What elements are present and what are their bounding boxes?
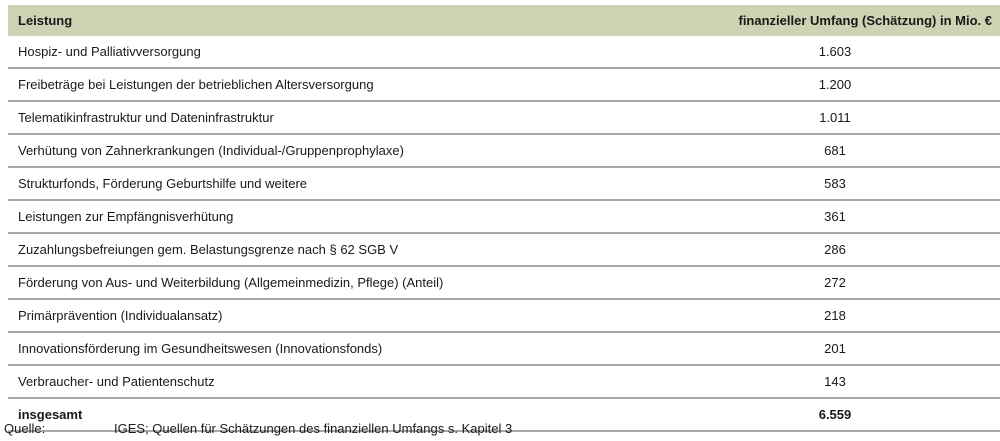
row-label: Strukturfonds, Förderung Geburtshilfe un…: [8, 167, 610, 201]
source-note: Quelle: IGES; Quellen für Schätzungen des…: [4, 421, 512, 436]
row-label: Primärprävention (Individualansatz): [8, 299, 610, 333]
row-label: Verbraucher- und Patientenschutz: [8, 365, 610, 399]
table-header-row: Leistung finanzieller Umfang (Schätzung)…: [8, 5, 1000, 36]
row-value: 272: [610, 266, 1000, 300]
row-value: 1.011: [610, 101, 1000, 135]
table-row: Freibeträge bei Leistungen der betriebli…: [8, 68, 1000, 102]
row-label: Zuzahlungsbefreiungen gem. Belastungsgre…: [8, 233, 610, 267]
table-row: Verbraucher- und Patientenschutz 143: [8, 365, 1000, 399]
source-text: IGES; Quellen für Schätzungen des finanz…: [114, 421, 513, 436]
table-row: Verhütung von Zahnerkrankungen (Individu…: [8, 134, 1000, 168]
table-row: Primärprävention (Individualansatz) 218: [8, 299, 1000, 333]
total-row: insgesamt 6.559: [8, 398, 1000, 432]
table-row: Innovationsförderung im Gesundheitswesen…: [8, 332, 1000, 366]
table-row: Leistungen zur Empfängnisverhütung 361: [8, 200, 1000, 234]
total-label: insgesamt: [8, 398, 610, 432]
total-value: 6.559: [610, 398, 1000, 432]
table-row: Hospiz- und Palliativversorgung 1.603: [8, 36, 1000, 69]
row-value: 583: [610, 167, 1000, 201]
header-umfang: finanzieller Umfang (Schätzung) in Mio. …: [610, 5, 1000, 36]
row-label: Förderung von Aus- und Weiterbildung (Al…: [8, 266, 610, 300]
row-label: Telematikinfrastruktur und Dateninfrastr…: [8, 101, 610, 135]
benefits-table: Leistung finanzieller Umfang (Schätzung)…: [8, 5, 1000, 432]
row-label: Verhütung von Zahnerkrankungen (Individu…: [8, 134, 610, 168]
row-value: 681: [610, 134, 1000, 168]
row-label: Hospiz- und Palliativversorgung: [8, 36, 610, 69]
header-leistung: Leistung: [8, 5, 610, 36]
row-label: Freibeträge bei Leistungen der betriebli…: [8, 68, 610, 102]
row-value: 1.603: [610, 36, 1000, 69]
table-row: Telematikinfrastruktur und Dateninfrastr…: [8, 101, 1000, 135]
row-value: 218: [610, 299, 1000, 333]
table-row: Strukturfonds, Förderung Geburtshilfe un…: [8, 167, 1000, 201]
row-value: 1.200: [610, 68, 1000, 102]
row-value: 201: [610, 332, 1000, 366]
row-value: 286: [610, 233, 1000, 267]
row-value: 143: [610, 365, 1000, 399]
row-value: 361: [610, 200, 1000, 234]
table-row: Zuzahlungsbefreiungen gem. Belastungsgre…: [8, 233, 1000, 267]
row-label: Innovationsförderung im Gesundheitswesen…: [8, 332, 610, 366]
row-label: Leistungen zur Empfängnisverhütung: [8, 200, 610, 234]
source-label: Quelle:: [4, 421, 46, 436]
table-row: Förderung von Aus- und Weiterbildung (Al…: [8, 266, 1000, 300]
